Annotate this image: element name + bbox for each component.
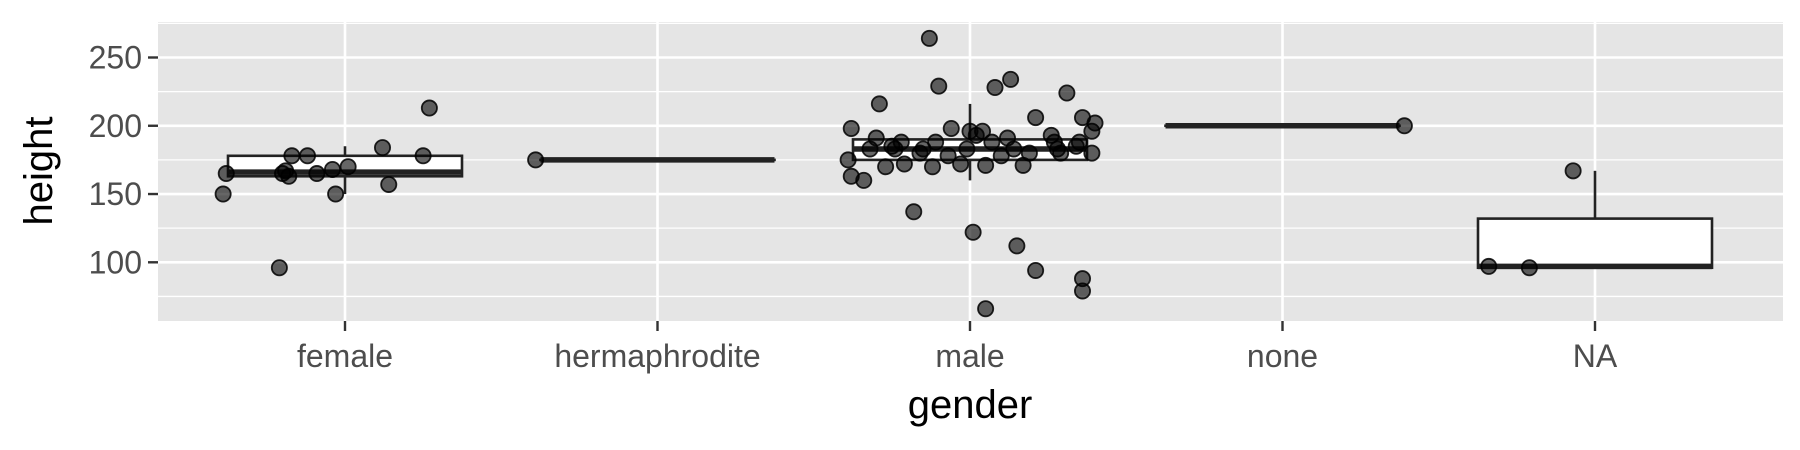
x-tick-label: male: [935, 338, 1004, 374]
data-point: [892, 133, 910, 151]
data-point: [1027, 109, 1045, 127]
data-point: [870, 95, 888, 113]
data-point: [214, 185, 232, 203]
y-axis: 100 150 200 250: [89, 39, 158, 280]
data-point: [1395, 117, 1413, 135]
x-tick-label: female: [297, 338, 393, 374]
data-point: [927, 133, 945, 151]
data-point: [895, 155, 913, 173]
data-point: [920, 29, 938, 47]
data-point: [1086, 114, 1104, 132]
data-point: [308, 165, 326, 183]
data-point: [1008, 237, 1026, 255]
data-point: [280, 167, 298, 185]
x-axis-title: gender: [908, 383, 1033, 427]
data-point: [373, 139, 391, 157]
data-point: [1005, 140, 1023, 158]
data-point: [867, 129, 885, 147]
data-point: [905, 203, 923, 221]
data-point: [270, 259, 288, 277]
data-point: [1480, 257, 1498, 275]
data-point: [942, 119, 960, 137]
y-tick-label: 200: [89, 108, 142, 144]
x-tick-label: hermaphrodite: [554, 338, 760, 374]
data-point: [1027, 261, 1045, 279]
data-point: [1564, 162, 1582, 180]
data-point: [380, 175, 398, 193]
x-tick-label: NA: [1573, 338, 1618, 374]
data-point: [283, 147, 301, 165]
data-point: [877, 158, 895, 176]
data-point: [1052, 144, 1070, 162]
data-point: [1058, 84, 1076, 102]
data-point: [939, 147, 957, 165]
point-layer: [214, 29, 1582, 318]
data-point: [327, 185, 345, 203]
data-point: [958, 140, 976, 158]
data-point: [952, 155, 970, 173]
data-point: [1074, 270, 1092, 288]
box-NA: [1476, 170, 1714, 270]
data-point: [986, 79, 1004, 97]
data-point: [839, 151, 857, 169]
x-tick-label: none: [1247, 338, 1318, 374]
data-point: [977, 156, 995, 174]
data-point: [420, 99, 438, 117]
data-point: [414, 147, 432, 165]
data-point: [217, 165, 235, 183]
data-point: [924, 158, 942, 176]
x-axis: female hermaphrodite male none NA: [297, 321, 1618, 374]
y-tick-label: 100: [89, 244, 142, 280]
data-point: [527, 151, 545, 169]
data-point: [298, 147, 316, 165]
box-iqr: [1476, 217, 1714, 270]
data-point: [1070, 133, 1088, 151]
data-point: [1083, 144, 1101, 162]
data-point: [1520, 259, 1538, 277]
data-point: [855, 171, 873, 189]
data-point: [977, 300, 995, 318]
data-point: [1002, 70, 1020, 88]
data-point: [964, 223, 982, 241]
data-point: [339, 158, 357, 176]
data-point: [842, 119, 860, 137]
y-tick-label: 150: [89, 176, 142, 212]
data-point: [323, 160, 341, 178]
data-point: [974, 122, 992, 140]
y-tick-label: 250: [89, 39, 142, 75]
data-point: [930, 77, 948, 95]
data-point: [983, 133, 1001, 151]
data-point: [1020, 144, 1038, 162]
y-axis-title: height: [17, 117, 61, 226]
